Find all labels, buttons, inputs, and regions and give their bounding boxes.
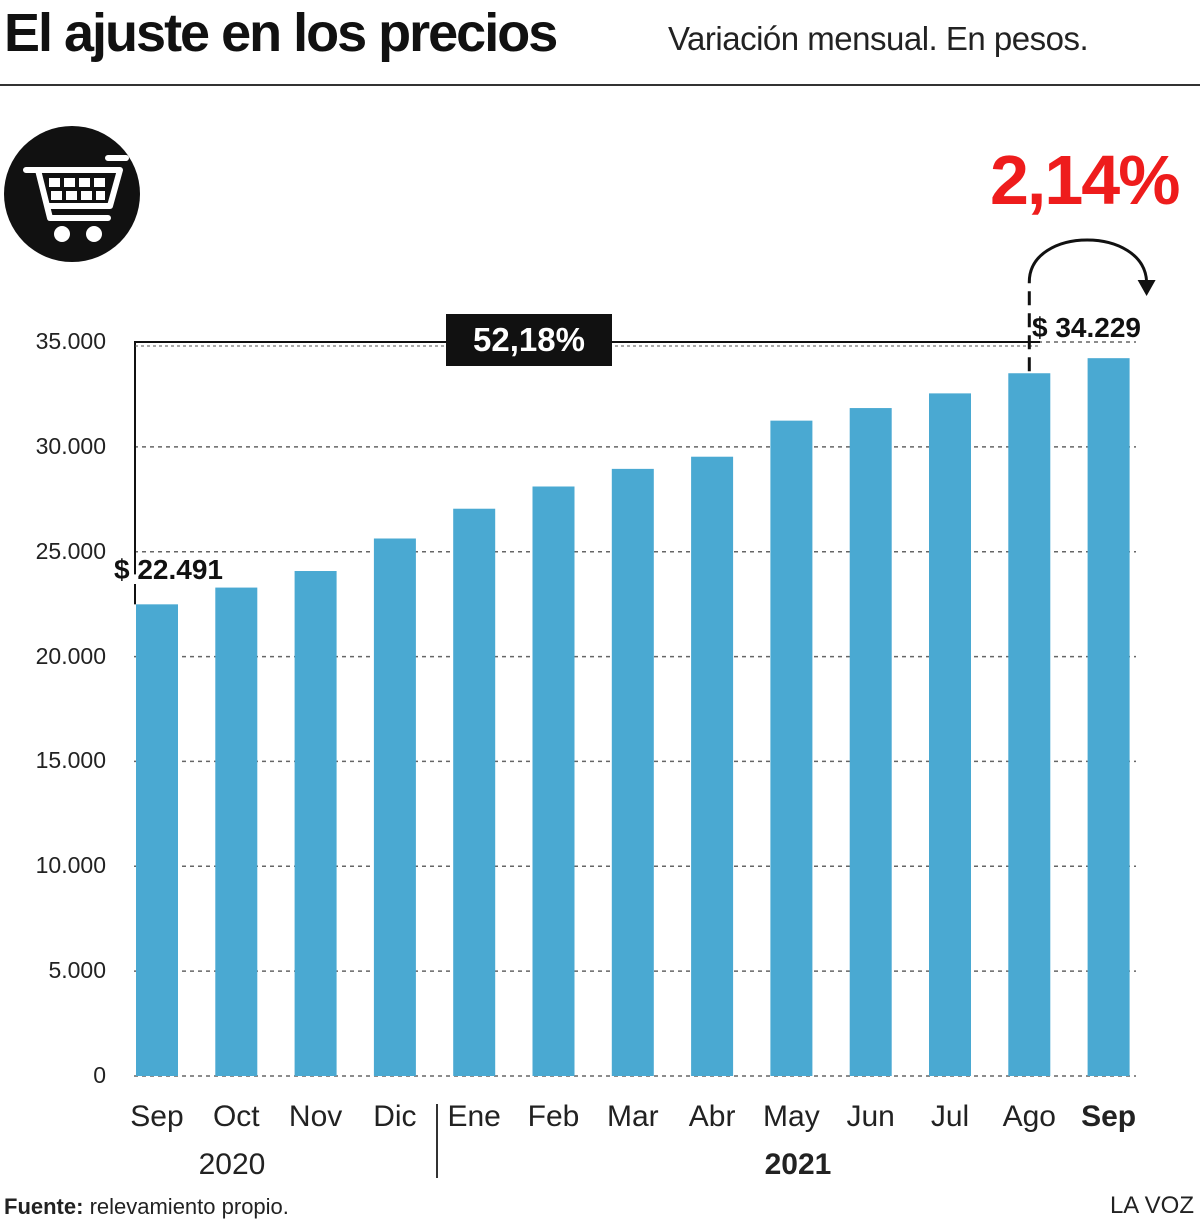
source-label: Fuente:: [4, 1194, 84, 1219]
year-divider: [436, 1104, 438, 1178]
x-tick-label: Feb: [527, 1100, 580, 1133]
bar: [453, 508, 496, 1076]
x-tick-label: Sep: [130, 1100, 184, 1133]
source-note: Fuente: relevamiento propio.: [4, 1194, 289, 1220]
x-tick-label: Oct: [212, 1100, 260, 1133]
shopping-cart-icon: [4, 126, 140, 262]
end-price-label: $ 34.229: [1032, 312, 1141, 343]
chart-subtitle: Variación mensual. En pesos.: [668, 20, 1089, 57]
bar: [770, 420, 813, 1077]
x-tick-label: Jul: [930, 1100, 970, 1133]
x-tick-label: Ene: [447, 1100, 501, 1133]
bar: [691, 456, 734, 1076]
y-tick-label: 10.000: [35, 852, 106, 879]
x-tick-label: Sep: [1081, 1100, 1137, 1133]
y-tick-label: 5.000: [48, 957, 106, 984]
bar: [611, 468, 654, 1076]
source-text: relevamiento propio.: [83, 1194, 289, 1219]
x-tick-label: Dic: [373, 1100, 417, 1133]
y-tick-label: 35.000: [35, 328, 106, 354]
year-label-2020: 2020: [198, 1148, 266, 1181]
growth-bracket: [134, 341, 1040, 575]
x-tick-label: Jun: [846, 1100, 895, 1133]
bar: [136, 604, 178, 1076]
y-tick-label: 0: [93, 1062, 106, 1088]
bar: [532, 486, 575, 1076]
x-tick-label: Nov: [288, 1100, 343, 1133]
bar: [294, 571, 337, 1076]
x-tick-label: May: [763, 1100, 820, 1133]
year-label-2021: 2021: [764, 1148, 832, 1181]
x-tick-label: Mar: [606, 1100, 659, 1133]
y-tick-label: 30.000: [35, 432, 106, 459]
y-tick-label: 15.000: [35, 747, 106, 774]
chart-title: El ajuste en los precios: [4, 3, 558, 63]
x-tick-label: Ago: [1002, 1100, 1056, 1133]
monthly-change-value: 2,14%: [990, 141, 1180, 219]
total-change-badge: 52,18%: [446, 314, 612, 366]
bar: [373, 538, 416, 1076]
bar: [849, 408, 892, 1076]
bar: [1087, 358, 1130, 1077]
y-tick-label: 20.000: [35, 642, 106, 669]
monthly-change-arrow: [1027, 238, 1149, 283]
header-divider: [0, 84, 1200, 86]
bar: [215, 587, 258, 1076]
start-price-label: $ 22.491: [114, 554, 223, 585]
bar: [929, 393, 971, 1076]
y-tick-label: 25.000: [35, 537, 106, 564]
monthly-change-arrowhead: [1137, 280, 1156, 296]
bar: [1008, 373, 1051, 1076]
x-tick-label: Abr: [688, 1100, 736, 1133]
brand-logo: LA VOZ: [1109, 1192, 1194, 1219]
